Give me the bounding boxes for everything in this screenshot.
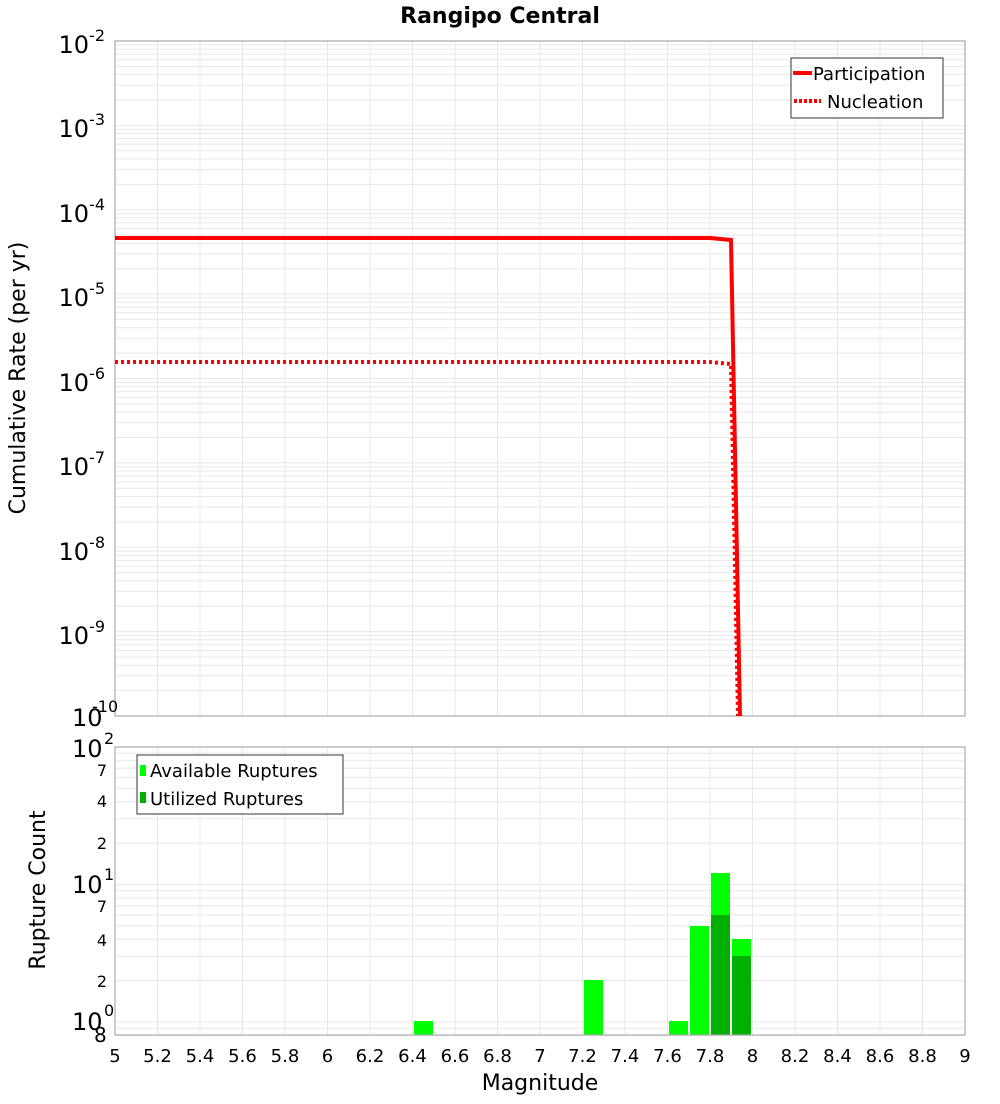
- svg-text:10-4: 10-4: [59, 195, 106, 228]
- bar-available-7.25: [584, 980, 603, 1035]
- svg-text:1: 1: [104, 865, 114, 884]
- x-tick-label: 8.8: [908, 1046, 937, 1067]
- top-plot: 10-2 10-3 10-4 10-5 10-6 10-7 10-8 10-9 …: [6, 26, 966, 732]
- top-y-ticks: 10-2 10-3 10-4 10-5 10-6 10-7 10-8 10-9 …: [59, 26, 119, 732]
- x-tick-label: 7.2: [568, 1046, 597, 1067]
- bottom-plot: 10 2 7 4 2 10 1 7 4 2 10 0 8 Rupture Cou…: [26, 729, 971, 1096]
- x-tick-label: 8.6: [866, 1046, 895, 1067]
- x-tick-label: 6: [322, 1046, 333, 1067]
- svg-text:10-2: 10-2: [59, 26, 106, 59]
- bar-utilized-7.95: [732, 956, 751, 1035]
- bottom-legend: Available Ruptures Utilized Ruptures: [136, 754, 344, 815]
- svg-text:4: 4: [97, 931, 107, 950]
- svg-text:8: 8: [94, 1023, 107, 1047]
- bottom-y-ticks: 10 2 7 4 2 10 1 7 4 2 10 0 8: [72, 729, 114, 1047]
- svg-text:10: 10: [72, 735, 103, 763]
- x-tick-label: 5: [109, 1046, 120, 1067]
- top-grid: [115, 41, 965, 717]
- nucleation-line: [115, 360, 740, 717]
- available-legend-swatch: [140, 765, 146, 776]
- x-tick-label: 5.4: [186, 1046, 215, 1067]
- svg-text:-10: -10: [92, 697, 118, 716]
- x-tick-label: 7.6: [653, 1046, 682, 1067]
- bottom-plot-border: [114, 746, 966, 1036]
- x-tick-label: 8.4: [823, 1046, 852, 1067]
- bottom-y-axis-label: Rupture Count: [26, 810, 51, 970]
- x-tick-label: 7.8: [696, 1046, 725, 1067]
- participation-legend-label: Participation: [813, 64, 925, 85]
- svg-text:2: 2: [104, 729, 114, 748]
- x-tick-label: 8.2: [781, 1046, 810, 1067]
- x-tick-label: 6.4: [398, 1046, 427, 1067]
- bar-available-7.65: [669, 1021, 688, 1035]
- chart-title: Rangipo Central: [400, 4, 600, 29]
- svg-text:2: 2: [97, 972, 107, 991]
- svg-text:7: 7: [97, 761, 107, 780]
- x-tick-label: 7: [534, 1046, 545, 1067]
- bar-available-7.75: [690, 926, 709, 1035]
- available-legend-label: Available Ruptures: [150, 761, 318, 782]
- svg-text:7: 7: [97, 897, 107, 916]
- x-tick-label: 6.8: [483, 1046, 512, 1067]
- x-tick-label: 8: [747, 1046, 758, 1067]
- utilized-legend-label: Utilized Ruptures: [150, 789, 303, 810]
- participation-line: [115, 236, 742, 717]
- top-legend: Participation Nucleation: [790, 57, 944, 119]
- x-tick-label: 7.4: [611, 1046, 640, 1067]
- x-tick-label: 6.2: [356, 1046, 385, 1067]
- svg-text:10: 10: [72, 704, 103, 732]
- svg-text:10-6: 10-6: [59, 364, 106, 397]
- x-tick-label: 5.2: [143, 1046, 172, 1067]
- x-axis-label: Magnitude: [482, 1071, 599, 1096]
- svg-text:0: 0: [104, 1001, 114, 1020]
- nucleation-legend-label: Nucleation: [827, 92, 923, 113]
- x-ticks: 5 5.2 5.4 5.6 5.8 6 6.2 6.4 6.6 6.8 7 7.2 7.4 7.6 7.8 8…: [109, 1046, 970, 1067]
- svg-text:10: 10: [72, 1008, 103, 1036]
- utilized-legend-swatch: [140, 792, 146, 803]
- svg-text:4: 4: [97, 792, 107, 811]
- x-tick-label: 6.6: [441, 1046, 470, 1067]
- svg-text:10: 10: [72, 871, 103, 899]
- bar-utilized-7.85: [711, 915, 730, 1035]
- svg-text:2: 2: [97, 834, 107, 853]
- svg-text:10-5: 10-5: [59, 279, 106, 312]
- svg-text:10-8: 10-8: [59, 533, 106, 566]
- x-tick-label: 5.6: [228, 1046, 257, 1067]
- x-tick-label: 5.8: [271, 1046, 300, 1067]
- top-y-axis-label: Cumulative Rate (per yr): [6, 242, 31, 515]
- svg-text:10-9: 10-9: [59, 617, 106, 650]
- svg-text:10-3: 10-3: [59, 110, 106, 143]
- svg-text:10-7: 10-7: [59, 448, 106, 481]
- utilized-bars: [711, 915, 751, 1035]
- bar-available-6.45: [414, 1021, 433, 1035]
- top-plot-border: [114, 40, 966, 717]
- x-tick-label: 9: [959, 1046, 970, 1067]
